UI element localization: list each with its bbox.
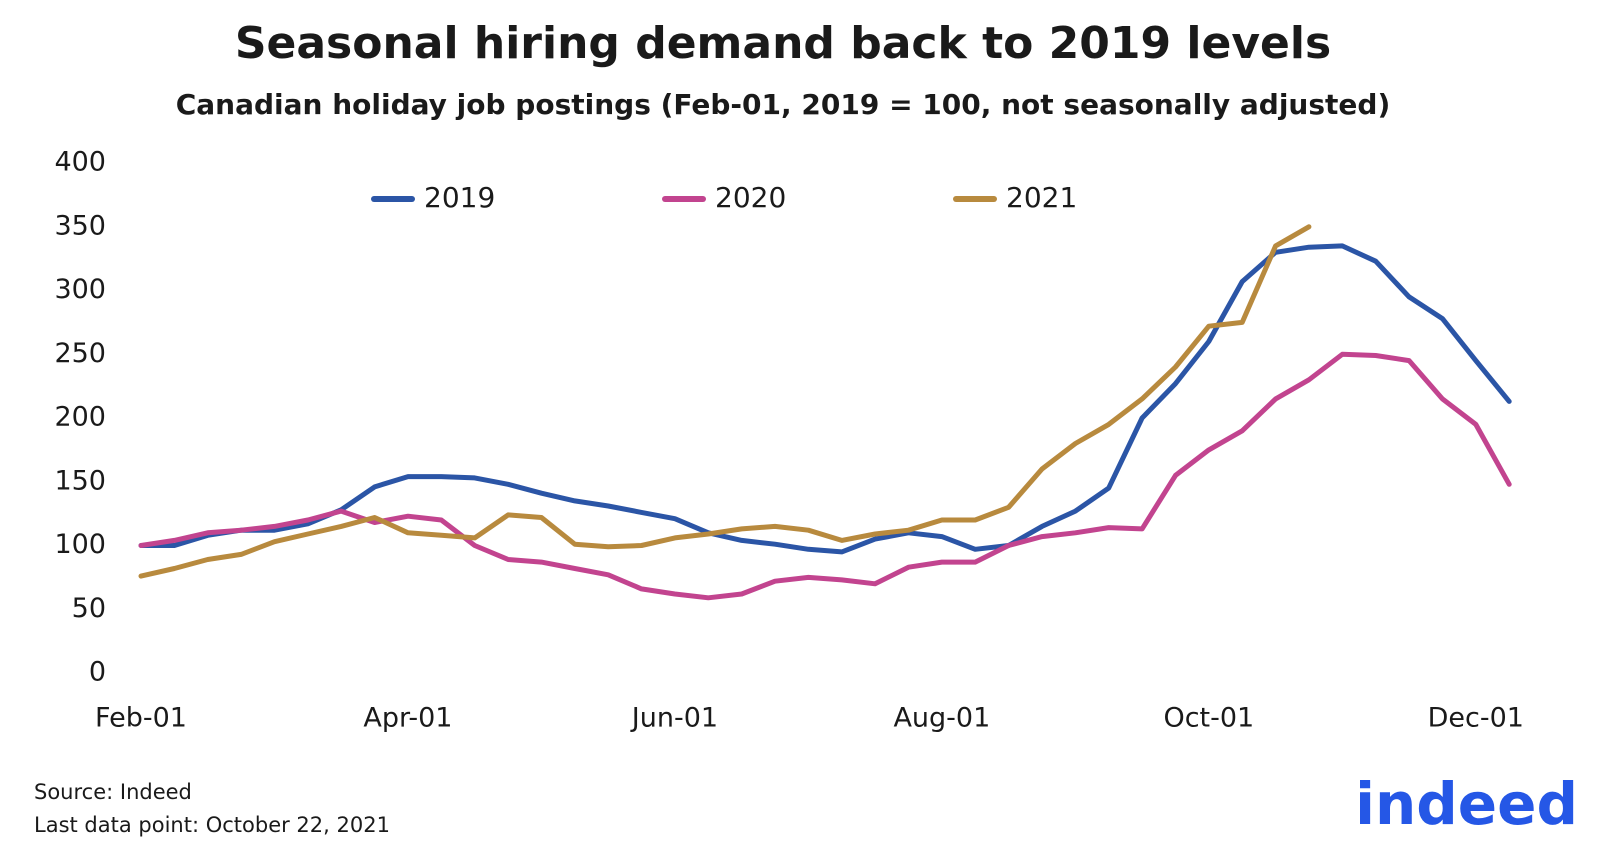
y-tick-label: 0 xyxy=(89,657,106,688)
y-tick-label: 50 xyxy=(72,593,106,624)
note: Last data point: October 22, 2021 xyxy=(34,813,390,837)
x-tick-label: Dec-01 xyxy=(1428,703,1524,734)
y-tick-label: 150 xyxy=(54,465,106,496)
series-line xyxy=(138,351,1512,601)
legend-label: 2020 xyxy=(715,181,786,214)
x-tick-label: Jun-01 xyxy=(630,703,718,734)
series-line xyxy=(138,243,1512,555)
y-tick-label: 200 xyxy=(54,402,106,433)
x-tick-label: Apr-01 xyxy=(363,703,452,734)
y-tick-label: 300 xyxy=(54,274,106,305)
y-tick-label: 250 xyxy=(54,338,106,369)
chart-title: Seasonal hiring demand back to 2019 leve… xyxy=(235,18,1331,69)
chart-subtitle: Canadian holiday job postings (Feb-01, 2… xyxy=(176,88,1391,121)
x-tick-label: Oct-01 xyxy=(1163,703,1254,734)
y-tick-label: 400 xyxy=(54,147,106,178)
source: Source: Indeed xyxy=(34,780,192,804)
series-line xyxy=(138,224,1312,579)
x-tick-label: Aug-01 xyxy=(893,703,990,734)
x-tick-label: Feb-01 xyxy=(95,703,187,734)
y-tick-label: 350 xyxy=(54,210,106,241)
legend-label: 2021 xyxy=(1006,181,1077,214)
y-tick-label: 100 xyxy=(54,529,106,560)
logo: indeed xyxy=(1355,770,1578,838)
legend-label: 2019 xyxy=(424,181,495,214)
